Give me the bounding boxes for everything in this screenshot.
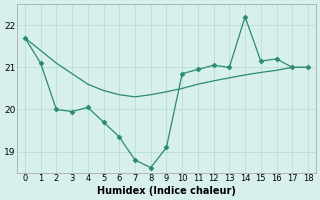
- X-axis label: Humidex (Indice chaleur): Humidex (Indice chaleur): [97, 186, 236, 196]
